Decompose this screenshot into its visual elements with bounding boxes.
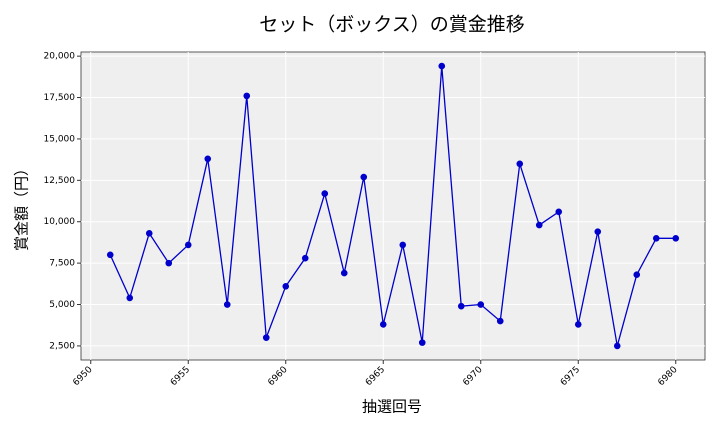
data-point	[672, 234, 680, 242]
x-tick-label: 6960	[266, 365, 289, 388]
y-tick-label: 2,500	[49, 341, 75, 351]
data-point	[165, 259, 173, 267]
data-point	[633, 271, 641, 279]
data-point	[418, 339, 426, 346]
data-point	[243, 92, 251, 100]
data-point	[204, 155, 212, 163]
data-point	[652, 234, 660, 242]
data-point	[379, 321, 387, 328]
data-point	[282, 283, 290, 290]
data-line	[109, 66, 676, 347]
data-point	[223, 301, 231, 308]
y-tick-label: 12,500	[44, 176, 76, 186]
data-point	[106, 251, 114, 259]
data-point	[594, 228, 602, 235]
y-tick-label: 17,500	[44, 93, 76, 103]
data-point	[262, 334, 270, 341]
data-point	[360, 173, 368, 181]
x-axis-label: 抽選回号	[362, 398, 422, 416]
y-axis-label: 賞金額（円）	[13, 161, 31, 251]
data-point	[535, 221, 543, 229]
data-point	[457, 302, 465, 310]
y-tick-label: 10,000	[44, 217, 76, 227]
chart-title: セット（ボックス）の賞金推移	[259, 14, 524, 36]
plot-area	[80, 51, 706, 361]
x-tick-label: 6955	[169, 365, 192, 388]
data-point	[184, 241, 192, 249]
data-point	[145, 230, 153, 237]
data-point	[126, 294, 134, 302]
data-point	[516, 160, 524, 168]
data-point	[438, 62, 446, 70]
data-point	[555, 208, 563, 216]
data-point	[301, 254, 309, 262]
data-point	[340, 269, 348, 277]
data-point	[613, 342, 621, 350]
data-point	[321, 190, 329, 197]
y-tick-label: 20,000	[44, 52, 76, 62]
x-tick-label: 6970	[461, 365, 484, 388]
x-tick-label: 6975	[559, 365, 582, 388]
x-tick-label: 6950	[71, 365, 94, 388]
data-point	[574, 321, 582, 328]
data-point	[477, 301, 485, 308]
data-point	[496, 317, 504, 325]
data-point	[399, 241, 407, 249]
x-tick-label: 6980	[656, 365, 679, 388]
x-tick-label: 6965	[364, 365, 387, 388]
y-tick-label: 7,500	[49, 259, 75, 269]
y-tick-label: 5,000	[49, 300, 75, 310]
y-tick-label: 15,000	[44, 134, 76, 144]
